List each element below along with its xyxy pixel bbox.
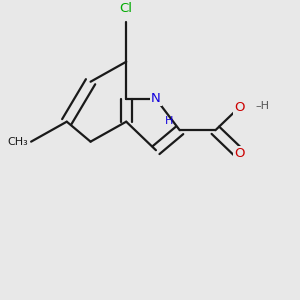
Text: H: H (165, 116, 173, 126)
Text: N: N (151, 92, 161, 105)
Text: O: O (234, 147, 244, 160)
Text: –H: –H (256, 101, 269, 111)
Text: O: O (234, 101, 244, 114)
Text: CH₃: CH₃ (8, 137, 28, 147)
Text: Cl: Cl (120, 2, 133, 15)
